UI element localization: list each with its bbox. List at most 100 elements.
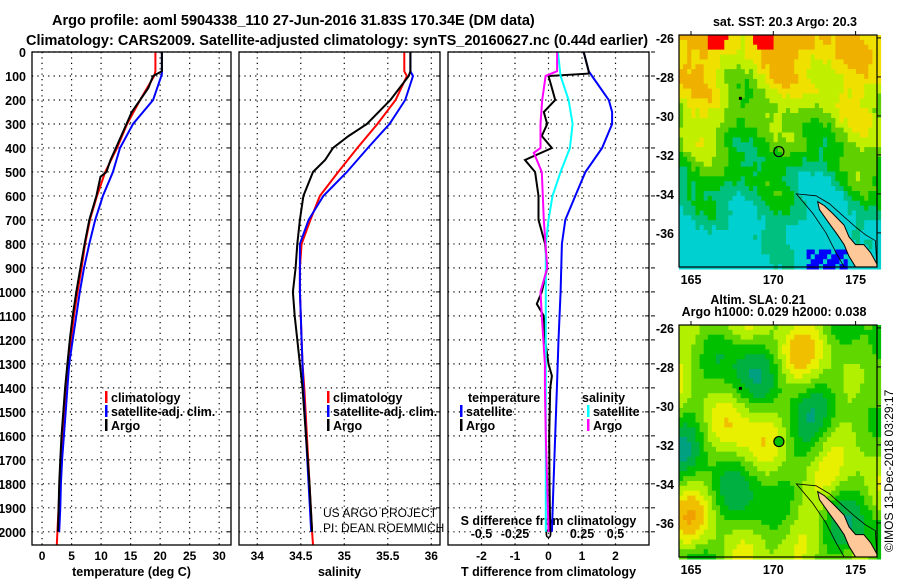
legend-swatch xyxy=(460,405,463,417)
s-tick-label: -0.25 xyxy=(501,527,530,541)
legend-swatch xyxy=(327,419,330,431)
x-axis-label: T difference from climatology xyxy=(461,565,636,579)
x-tick-label: 20 xyxy=(153,549,167,563)
x-tick-label: 25 xyxy=(183,549,197,563)
lat-tick-label: -34 xyxy=(656,478,674,492)
s-tick-label: 0.25 xyxy=(570,527,594,541)
sst-map-panel: -26 -28 -30 -32 -34 -36 165 170 175 sat. SST: 20.… xyxy=(656,15,882,287)
difference-panel: -2 -1 0 1 2-0.5 -0.25 0 0.25 0.5S difference fro… xyxy=(447,51,655,579)
depth-tick-label: 1600 xyxy=(0,430,26,444)
depth-tick-label: 1200 xyxy=(0,334,26,348)
depth-tick-label: 900 xyxy=(5,262,26,276)
x-tick-label: 5 xyxy=(68,549,75,563)
island-marker xyxy=(738,386,742,390)
depth-tick-label: 1800 xyxy=(0,478,26,492)
legend-label: climatology xyxy=(333,391,403,405)
lon-tick-label: 175 xyxy=(845,273,866,287)
depth-tick-label: 800 xyxy=(5,238,26,252)
temperature-panel: 0100200300400500600700800900100011001200… xyxy=(0,46,232,579)
depth-tick-label: 1900 xyxy=(0,502,26,516)
legend-label: satellite-adj. clim. xyxy=(111,405,215,419)
legend-label: Argo xyxy=(333,419,363,433)
depth-tick-label: 200 xyxy=(5,94,26,108)
series-line-t-argo xyxy=(523,51,590,532)
title-line-1: Argo profile: aoml 5904338_110 27-Jun-20… xyxy=(52,13,535,29)
x-tick-label: 10 xyxy=(94,549,108,563)
legend-label: satellite xyxy=(466,405,513,419)
legend-swatch xyxy=(105,419,108,431)
title-line-2: Climatology: CARS2009. Satellite-adjuste… xyxy=(26,33,648,49)
legend-label: Argo xyxy=(593,419,623,433)
x-tick-label: 30 xyxy=(213,549,227,563)
legend-swatch xyxy=(587,405,590,417)
x-tick-label: 34 xyxy=(251,549,265,563)
x-tick-label: 35.5 xyxy=(376,549,400,563)
depth-tick-label: 0 xyxy=(19,46,26,60)
isobath-line xyxy=(795,193,878,268)
x-tick-label: 1 xyxy=(579,549,586,563)
plot-frame xyxy=(238,51,441,546)
depth-tick-label: 600 xyxy=(5,190,26,204)
x-tick-label: 15 xyxy=(124,549,138,563)
depth-tick-label: 500 xyxy=(5,166,26,180)
lat-tick-label: -26 xyxy=(656,322,674,336)
x-axis-label: salinity xyxy=(318,565,361,579)
depth-tick-label: 1500 xyxy=(0,406,26,420)
island-marker xyxy=(738,96,742,100)
x-tick-label: -2 xyxy=(476,549,487,563)
series-line-s-argo xyxy=(532,52,559,532)
lat-tick-label: -28 xyxy=(656,71,674,85)
lat-tick-label: -36 xyxy=(656,517,674,531)
map-frame xyxy=(678,34,878,268)
legend-label: climatology xyxy=(111,391,181,405)
sla-map-subtitle: Argo h1000: 0.029 h2000: 0.038 xyxy=(682,305,867,319)
legend-label: Argo xyxy=(466,419,496,433)
depth-tick-label: 1300 xyxy=(0,358,26,372)
series-line-satellite-adj-clim- xyxy=(58,52,163,532)
legend-swatch xyxy=(105,391,108,403)
depth-tick-label: 1700 xyxy=(0,454,26,468)
series-line-climatology xyxy=(298,52,409,546)
legend-swatch xyxy=(105,405,108,417)
series-line-argo xyxy=(57,52,163,532)
x-tick-label: 36 xyxy=(425,549,439,563)
depth-tick-label: 1000 xyxy=(0,286,26,300)
depth-tick-label: 1400 xyxy=(0,382,26,396)
isobath-line xyxy=(795,483,878,558)
depth-tick-label: 100 xyxy=(5,70,26,84)
lon-tick-label: 165 xyxy=(681,563,702,577)
sst-map-title: sat. SST: 20.3 Argo: 20.3 xyxy=(713,15,857,29)
argo-position-marker xyxy=(773,435,785,448)
legend-label: Argo xyxy=(111,419,141,433)
x-tick-label: 0 xyxy=(545,549,552,563)
sla-map-title: Altim. SLA: 0.21 xyxy=(710,293,805,307)
lat-tick-label: -36 xyxy=(656,227,674,241)
salinity-panel: 34 34.5 35 35.5 36 salinity climatologysatelli… xyxy=(238,51,441,579)
legend-swatch xyxy=(587,419,590,431)
legend-swatch xyxy=(460,419,463,431)
lon-tick-label: 170 xyxy=(763,563,784,577)
series-line-t-satellite xyxy=(550,51,614,532)
x-tick-label: 2 xyxy=(612,549,619,563)
depth-tick-label: 700 xyxy=(5,214,26,228)
x-tick-label: -1 xyxy=(510,549,521,563)
depth-tick-label: 400 xyxy=(5,142,26,156)
sla-map-panel: -26 -28 -30 -32 -34 -36 165 170 175 Altim. SLA: 0… xyxy=(656,293,882,577)
lat-tick-label: -32 xyxy=(656,149,674,163)
series-line-argo xyxy=(291,52,412,532)
depth-tick-label: 2000 xyxy=(0,526,26,540)
sst-field xyxy=(679,35,882,270)
lat-tick-label: -34 xyxy=(656,188,674,202)
map-frame xyxy=(678,324,878,558)
project-credit: US ARGO PROJECT xyxy=(323,506,438,520)
s-tick-label: 0.5 xyxy=(607,527,624,541)
series-line-climatology xyxy=(55,52,157,546)
pi-credit: PI: DEAN ROEMMICH xyxy=(323,521,444,535)
x-tick-label: 34.5 xyxy=(289,549,313,563)
lat-tick-label: -32 xyxy=(656,439,674,453)
plot-frame xyxy=(447,51,650,546)
lat-tick-label: -28 xyxy=(656,361,674,375)
lat-tick-label: -30 xyxy=(656,400,674,414)
